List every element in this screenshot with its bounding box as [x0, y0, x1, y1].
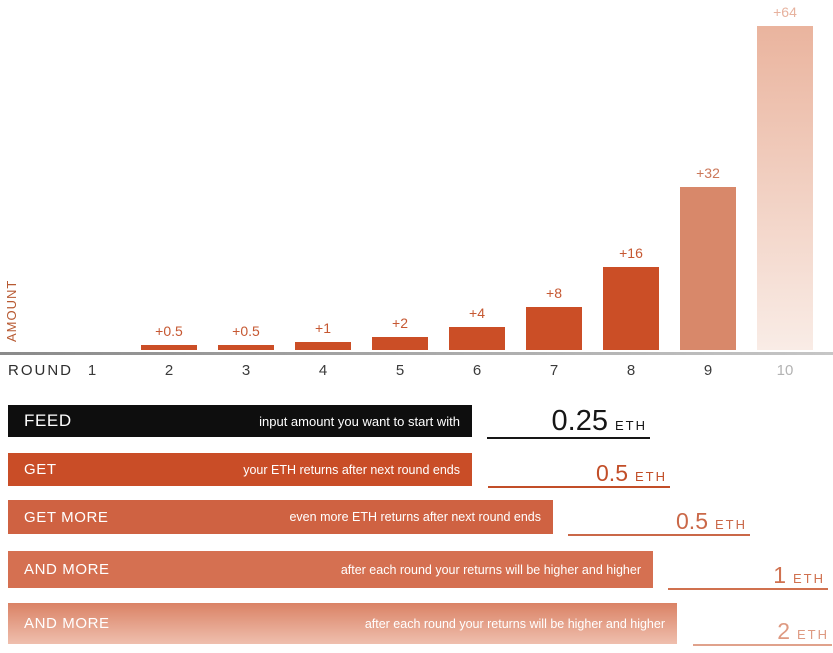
bar-round-2 [141, 345, 197, 350]
get-more-bar: GET MORE even more ETH returns after nex… [8, 500, 553, 534]
feed-description: input amount you want to start with [259, 413, 460, 429]
x-tick-round-3: 3 [241, 362, 251, 379]
calculator-rows: FEED input amount you want to start with… [8, 405, 833, 646]
returns-bar-chart: AMOUNT ROUND 1 2 +0.5 3 +0.5 4 +1 5 +2 6 +4 7 +8 8 +16… [0, 4, 833, 379]
get-more-amount-unit: ETH [715, 517, 747, 532]
bar-value-label-round-5: +2 [392, 315, 408, 331]
bar-value-label-round-3: +0.5 [232, 323, 260, 339]
bar-round-6 [449, 327, 505, 350]
x-axis-line [0, 352, 833, 355]
x-axis-label: ROUND [8, 362, 73, 379]
and-more-2-amount-value: 2 [777, 618, 790, 644]
x-tick-round-1: 1 [87, 362, 97, 379]
bar-value-label-round-4: +1 [315, 320, 331, 336]
get-more-description: even more ETH returns after next round e… [289, 510, 541, 524]
and-more-1-amount-value: 1 [773, 562, 786, 588]
row-get-more: GET MORE even more ETH returns after nex… [8, 500, 833, 536]
bar-value-label-round-7: +8 [546, 285, 562, 301]
and-more-1-bar: AND MORE after each round your returns w… [8, 551, 653, 588]
bar-value-label-round-6: +4 [469, 305, 485, 321]
bar-value-label-round-8: +16 [619, 245, 643, 261]
get-more-amount: 0.5 ETH [568, 510, 750, 536]
bar-value-label-round-10: +64 [773, 4, 797, 20]
get-amount: 0.5 ETH [488, 462, 670, 488]
x-tick-round-7: 7 [549, 362, 559, 379]
bar-value-label-round-9: +32 [696, 165, 720, 181]
and-more-1-label: AND MORE [24, 561, 110, 578]
and-more-1-amount: 1 ETH [668, 564, 828, 590]
get-more-label: GET MORE [24, 508, 109, 526]
bar-round-9 [680, 187, 736, 350]
x-tick-round-6: 6 [472, 362, 482, 379]
y-axis-label: AMOUNT [4, 279, 19, 342]
get-label: GET [24, 461, 57, 478]
and-more-1-amount-unit: ETH [793, 571, 825, 586]
feed-label: FEED [24, 411, 72, 430]
x-tick-round-9: 9 [703, 362, 713, 379]
row-and-more-2: AND MORE after each round your returns w… [8, 603, 833, 646]
bar-value-label-round-2: +0.5 [155, 323, 183, 339]
x-tick-round-4: 4 [318, 362, 328, 379]
and-more-2-label: AND MORE [24, 615, 110, 632]
x-tick-round-10: 10 [776, 362, 794, 379]
feed-amount-field[interactable]: 0.25 ETH [487, 407, 650, 439]
bar-round-3 [218, 345, 274, 350]
bar-round-4 [295, 342, 351, 350]
get-bar: GET your ETH returns after next round en… [8, 453, 472, 486]
and-more-2-bar: AND MORE after each round your returns w… [8, 603, 677, 644]
and-more-1-description: after each round your returns will be hi… [340, 562, 641, 577]
feed-amount-input[interactable]: 0.25 [551, 405, 608, 437]
and-more-2-amount: 2 ETH [693, 620, 832, 646]
get-more-amount-value: 0.5 [676, 508, 708, 534]
and-more-2-amount-unit: ETH [797, 627, 829, 642]
row-and-more-1: AND MORE after each round your returns w… [8, 551, 833, 590]
feed-bar: FEED input amount you want to start with [8, 405, 472, 437]
and-more-2-description: after each round your returns will be hi… [364, 616, 665, 631]
get-amount-unit: ETH [635, 469, 667, 484]
bar-round-5 [372, 337, 428, 350]
x-tick-round-2: 2 [164, 362, 174, 379]
bar-round-7 [526, 307, 582, 350]
bar-round-10 [757, 26, 813, 350]
x-tick-round-5: 5 [395, 362, 405, 379]
get-amount-value: 0.5 [596, 460, 628, 486]
feed-amount-unit: ETH [615, 418, 647, 433]
get-description: your ETH returns after next round ends [243, 462, 460, 477]
x-tick-round-8: 8 [626, 362, 636, 379]
row-get: GET your ETH returns after next round en… [8, 453, 833, 488]
bar-round-8 [603, 267, 659, 350]
row-feed: FEED input amount you want to start with… [8, 405, 833, 439]
